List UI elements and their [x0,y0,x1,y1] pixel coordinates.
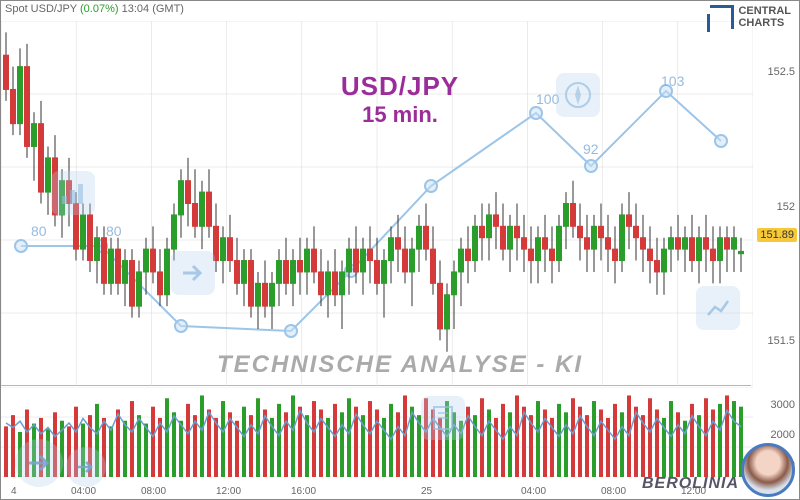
volume-tick: 2000 [771,429,795,441]
watermark-doc-icon [421,396,465,440]
instrument-label: Spot USD/JPY [5,3,77,15]
watermark-trend-icon [696,286,740,330]
timestamp: 13:04 (GMT) [122,3,184,15]
price-tick: 152.5 [767,66,795,78]
price-axis: 152.5 152 151.89 151.5 [751,21,799,386]
watermark-nav-icon [15,439,63,487]
price-tick: 151.5 [767,335,795,347]
brand-logo: CENTRALCHARTS [710,5,791,29]
time-tick: 04:00 [521,486,546,497]
watermark-value: 92 [583,141,599,157]
watermark-nav2-icon [66,447,106,487]
watermark-compass-icon [556,73,600,117]
change-pct: (0.07%) [80,3,119,15]
time-tick: 25 [421,486,432,497]
avatar-icon[interactable] [741,443,795,497]
chart-title-overlay: USD/JPY 15 min. [341,71,459,128]
current-price-badge: 151.89 [757,228,797,242]
pair-label: USD/JPY [341,71,459,102]
watermark-arrow-icon [171,251,215,295]
timeframe-label: 15 min. [341,102,459,128]
time-tick: 04:00 [71,486,96,497]
volume-chart[interactable] [1,387,751,477]
watermark-value: 80 [106,223,122,239]
price-tick: 152 [777,201,795,213]
berolinia-label: BEROLINIA [642,475,739,493]
analysis-label: TECHNISCHE ANALYSE - KI [217,351,583,379]
watermark-chart-icon [51,171,95,215]
watermark-value: 103 [661,73,684,89]
time-tick: 12:00 [216,486,241,497]
time-tick: 08:00 [141,486,166,497]
time-tick: 4 [11,486,17,497]
volume-tick: 3000 [771,399,795,411]
logo-icon [710,5,734,29]
watermark-value: 80 [31,223,47,239]
chart-header: Spot USD/JPY (0.07%) 13:04 (GMT) [5,3,184,15]
time-tick: 16:00 [291,486,316,497]
logo-text: CENTRALCHARTS [738,5,791,29]
time-tick: 08:00 [601,486,626,497]
